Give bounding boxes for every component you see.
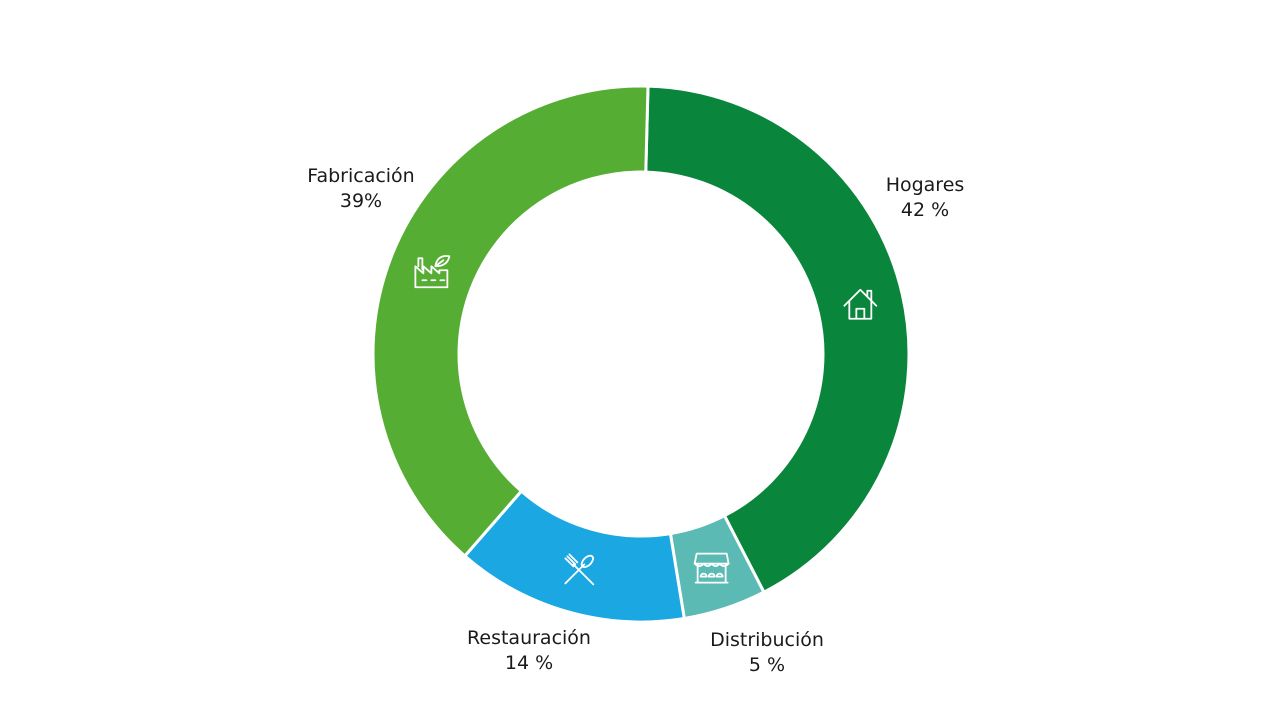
slice-icons (414, 255, 878, 586)
value-label-fabricacion: 39% (339, 190, 383, 212)
market-stall-icon (693, 552, 730, 584)
value-label-distribucion: 5 % (748, 654, 786, 676)
category-label-fabricacion: Fabricación (307, 165, 415, 187)
slices (371, 84, 911, 624)
slice-fabricacion (371, 84, 650, 559)
value-label-hogares: 42 % (900, 199, 950, 221)
label-fabricacion: Fabricación 39% (307, 164, 414, 214)
factory-leaf-icon (414, 255, 451, 289)
slice-hogares (644, 84, 911, 595)
category-label-restauracion: Restauración (467, 627, 591, 649)
label-hogares: Hogares 42 % (886, 173, 965, 223)
label-distribucion: Distribución 5 % (710, 628, 824, 678)
category-label-distribucion: Distribución (710, 629, 824, 651)
value-label-restauracion: 14 % (504, 652, 554, 674)
category-label-hogares: Hogares (885, 174, 965, 196)
fork-spoon-icon (564, 553, 595, 586)
label-restauracion: Restauración 14 % (467, 626, 591, 676)
house-icon (843, 288, 878, 320)
